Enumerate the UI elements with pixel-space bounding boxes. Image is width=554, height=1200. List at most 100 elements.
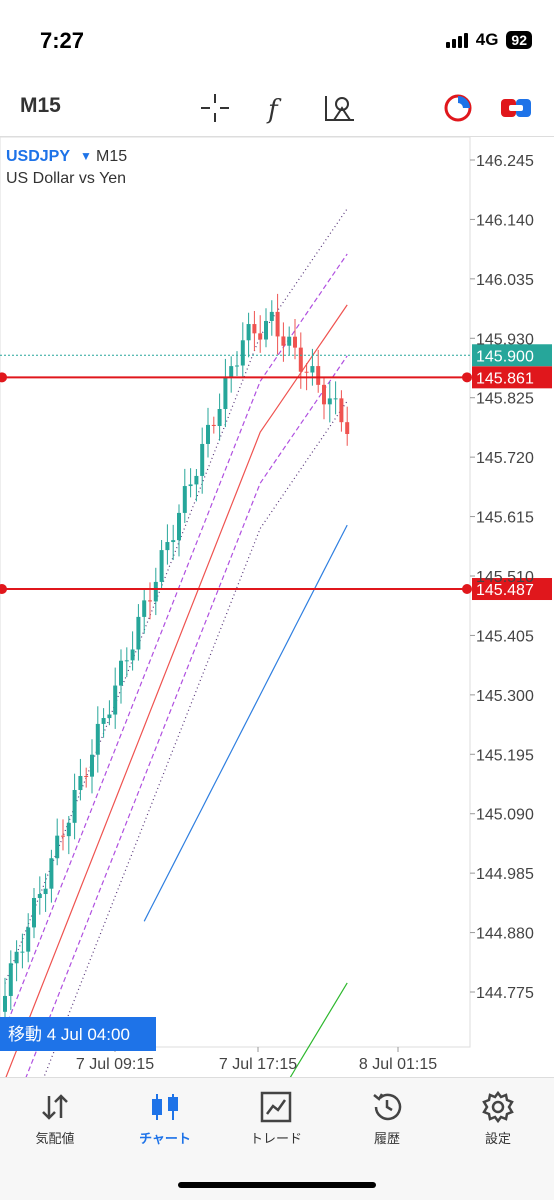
candle: [49, 858, 54, 889]
candle: [84, 775, 89, 777]
candle: [298, 347, 303, 372]
candle: [333, 398, 338, 400]
candle: [339, 398, 344, 423]
chart-canvas[interactable]: 145.900 145.861 145.487 146.245 146.140 146.…: [0, 136, 554, 1200]
candle: [78, 775, 83, 790]
candle: [188, 484, 193, 487]
candle: [275, 311, 280, 337]
candle: [142, 600, 147, 617]
scroll-badge[interactable]: 移動 4 Jul 04:00: [0, 1017, 156, 1051]
crosshair-icon[interactable]: [197, 90, 233, 126]
price-tick-label: 145.090: [476, 807, 534, 824]
candle: [258, 333, 263, 340]
price-tick-label: 144.985: [476, 866, 534, 883]
home-indicator: [178, 1182, 376, 1188]
candle: [223, 376, 228, 410]
candle: [264, 320, 268, 340]
candle: [171, 540, 176, 543]
candles-icon: [152, 1094, 178, 1120]
envelope-lower: [4, 400, 348, 1177]
candle: [66, 822, 71, 837]
price-tick-label: 144.775: [476, 985, 534, 1002]
blue-ma-line: [143, 524, 348, 922]
candle: [113, 685, 118, 715]
price-tick-label: 146.035: [476, 272, 534, 289]
trade-icon: [260, 1091, 292, 1123]
arrows-icon: [42, 1094, 68, 1120]
candle: [107, 714, 112, 719]
line-handle[interactable]: [462, 584, 472, 595]
candle: [327, 398, 332, 405]
candle: [37, 894, 42, 898]
candle: [43, 888, 48, 895]
candle: [136, 616, 141, 650]
price-chart[interactable]: 145.900 145.861 145.487 146.245 146.140 146.…: [0, 136, 554, 1200]
candle: [177, 512, 181, 541]
price-tick-label: 145.510: [476, 569, 534, 586]
candle: [246, 324, 251, 341]
tab-trade[interactable]: トレード: [221, 1090, 331, 1147]
line-price-badge: [472, 578, 552, 601]
objects-icon[interactable]: [322, 90, 358, 126]
network-type: 4G: [475, 30, 499, 49]
price-tick-label: 145.930: [476, 331, 534, 348]
new-order-icon[interactable]: [498, 90, 534, 126]
price-tick-label: 145.825: [476, 391, 534, 408]
line-handle[interactable]: [0, 372, 7, 383]
line-price-label: 145.487: [476, 582, 534, 599]
candle: [72, 789, 77, 823]
candle: [235, 365, 239, 367]
candle: [20, 951, 25, 953]
candle: [281, 336, 286, 346]
candle: [206, 424, 210, 444]
price-tick-label: 145.720: [476, 450, 534, 467]
candle: [345, 422, 350, 434]
line-price-label: 145.861: [476, 370, 534, 387]
candle: [229, 366, 234, 377]
candle: [200, 443, 205, 476]
candle: [130, 649, 135, 661]
tab-settings[interactable]: 設定: [443, 1090, 553, 1147]
line-price-badge: [472, 366, 552, 389]
candle: [159, 550, 164, 582]
tab-quotes[interactable]: 気配値: [0, 1090, 110, 1147]
candle: [287, 336, 292, 346]
candle: [252, 324, 257, 334]
candle: [211, 424, 216, 427]
chart-description: US Dollar vs Yen: [6, 170, 126, 187]
candle: [95, 723, 100, 755]
price-tick-label: 144.880: [476, 926, 534, 943]
price-tick-label: 145.300: [476, 688, 534, 705]
indicators-icon[interactable]: f: [259, 90, 295, 126]
candle: [165, 542, 170, 551]
battery-level: 92: [506, 31, 532, 49]
candle: [217, 409, 222, 427]
tab-chart[interactable]: チャート: [110, 1090, 220, 1147]
line-handle[interactable]: [462, 372, 472, 383]
tab-label: 設定: [484, 1131, 511, 1146]
bottom-tab-bar: 気配値 チャート トレード 履歴: [0, 1077, 554, 1200]
signal-icon: [445, 32, 468, 48]
chart-symbol[interactable]: USDJPY: [6, 148, 70, 165]
candle: [61, 835, 65, 837]
one-click-trading-icon[interactable]: [440, 90, 476, 126]
history-icon: [373, 1093, 402, 1121]
gear-icon: [482, 1090, 514, 1124]
candle: [55, 835, 60, 859]
symbol-dropdown-icon[interactable]: ▼: [80, 149, 92, 163]
price-tick-label: 145.405: [476, 628, 534, 645]
time-tick-label: 7 Jul 17:15: [219, 1056, 297, 1073]
candle: [310, 366, 315, 373]
tab-history[interactable]: 履歴: [332, 1090, 442, 1147]
candle: [148, 600, 152, 602]
candle: [14, 951, 19, 964]
price-tick-label: 145.195: [476, 747, 534, 764]
chart-toolbar: M15 f: [0, 80, 554, 137]
candle: [316, 366, 321, 385]
line-handle[interactable]: [0, 584, 7, 595]
candle: [194, 475, 199, 485]
candle: [240, 340, 245, 366]
timeframe-button[interactable]: M15: [20, 94, 61, 117]
moving-average-line: [4, 304, 348, 1080]
candle: [32, 897, 36, 928]
